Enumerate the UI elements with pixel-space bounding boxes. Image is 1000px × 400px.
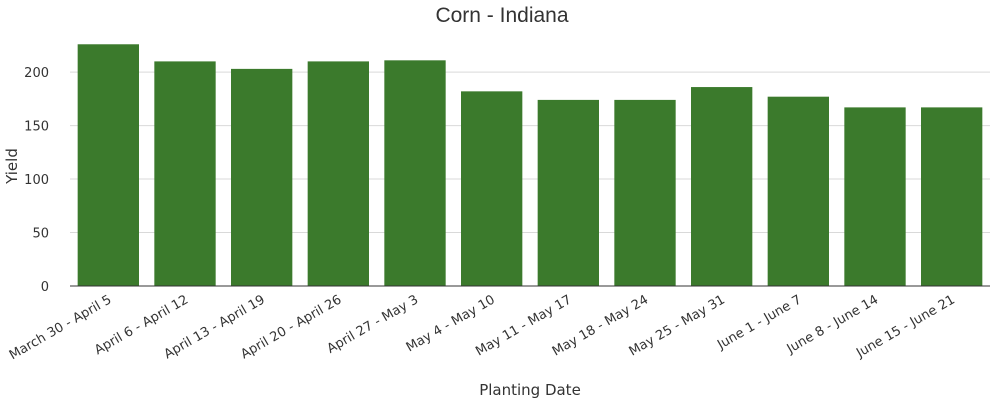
bar <box>231 68 293 286</box>
bar <box>921 107 983 287</box>
bar <box>767 96 829 287</box>
bar <box>691 87 753 286</box>
bar <box>614 99 676 286</box>
x-axis-title: Planting Date <box>479 381 581 399</box>
y-tick-label: 0 <box>41 280 49 295</box>
y-tick-label: 150 <box>24 120 49 135</box>
bar <box>154 61 216 287</box>
y-axis-title: Yield <box>3 148 21 185</box>
bar <box>307 61 369 287</box>
bar <box>77 44 139 286</box>
chart-title: Corn - Indiana <box>435 4 568 27</box>
bar <box>461 91 523 286</box>
gridlines <box>70 71 990 234</box>
bar <box>384 60 446 286</box>
y-tick-label: 50 <box>32 227 49 242</box>
bar <box>537 99 599 286</box>
bars <box>77 44 983 287</box>
bar <box>844 107 906 287</box>
y-tick-labels: 0 50 100 150 200 <box>24 66 49 295</box>
y-tick-label: 200 <box>24 66 49 81</box>
y-tick-label: 100 <box>24 173 49 188</box>
